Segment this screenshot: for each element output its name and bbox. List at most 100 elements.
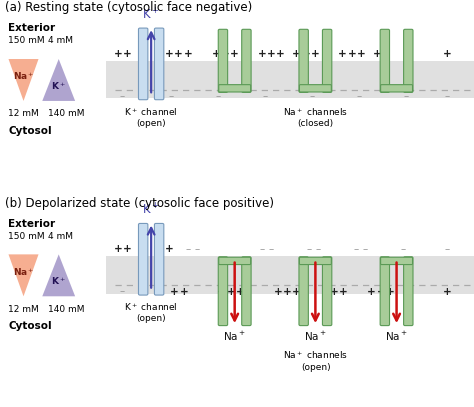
- Text: –: –: [363, 244, 368, 254]
- Text: +: +: [320, 287, 329, 297]
- FancyBboxPatch shape: [299, 257, 309, 326]
- FancyBboxPatch shape: [242, 29, 251, 92]
- Text: +: +: [442, 287, 451, 297]
- Text: Na$^+$: Na$^+$: [304, 330, 327, 343]
- FancyBboxPatch shape: [155, 223, 164, 295]
- Text: 4 mM: 4 mM: [48, 232, 73, 241]
- Text: +: +: [386, 287, 395, 297]
- Text: –: –: [119, 91, 125, 101]
- Text: 12 mM: 12 mM: [9, 305, 39, 314]
- Text: –: –: [143, 287, 148, 297]
- Text: +: +: [367, 287, 376, 297]
- Text: K$^+$: K$^+$: [51, 276, 66, 287]
- Text: K$^+$ channel: K$^+$ channel: [124, 301, 178, 313]
- Text: +: +: [357, 48, 366, 59]
- Text: –: –: [259, 244, 264, 254]
- Polygon shape: [42, 254, 75, 296]
- Text: +: +: [174, 48, 183, 59]
- Text: Na$^+$: Na$^+$: [385, 330, 408, 343]
- Text: Cytosol: Cytosol: [9, 126, 52, 136]
- Text: –: –: [185, 244, 191, 254]
- Text: +: +: [211, 48, 220, 59]
- Text: +: +: [221, 48, 230, 59]
- FancyBboxPatch shape: [218, 29, 228, 92]
- Text: Na$^+$ channels: Na$^+$ channels: [283, 350, 348, 361]
- Text: +: +: [164, 48, 173, 59]
- FancyBboxPatch shape: [138, 28, 148, 100]
- Text: +: +: [292, 48, 301, 59]
- Text: –: –: [400, 244, 405, 254]
- Text: +: +: [230, 48, 239, 59]
- Text: (open): (open): [301, 363, 330, 372]
- Text: +: +: [283, 287, 292, 297]
- Text: K$^+$ channel: K$^+$ channel: [124, 106, 178, 118]
- Text: (closed): (closed): [298, 119, 334, 128]
- Text: 140 mM: 140 mM: [48, 109, 84, 118]
- FancyBboxPatch shape: [242, 257, 251, 326]
- Text: –: –: [306, 244, 311, 254]
- Text: +: +: [338, 48, 347, 59]
- Text: +: +: [170, 287, 179, 297]
- Text: +: +: [114, 48, 123, 59]
- FancyBboxPatch shape: [322, 29, 332, 92]
- Text: +: +: [123, 48, 132, 59]
- Text: –: –: [403, 91, 409, 101]
- FancyBboxPatch shape: [381, 85, 412, 92]
- FancyBboxPatch shape: [219, 85, 251, 92]
- FancyBboxPatch shape: [155, 28, 164, 100]
- FancyBboxPatch shape: [380, 29, 390, 92]
- Text: K$^+$: K$^+$: [142, 202, 160, 218]
- Text: 140 mM: 140 mM: [48, 305, 84, 314]
- Text: (open): (open): [137, 119, 166, 128]
- Text: Cytosol: Cytosol: [9, 322, 52, 331]
- Text: +: +: [227, 287, 235, 297]
- Text: +: +: [339, 287, 348, 297]
- Polygon shape: [9, 254, 38, 296]
- Text: +: +: [267, 48, 276, 59]
- Text: –: –: [169, 91, 174, 101]
- Text: +: +: [257, 48, 266, 59]
- Text: 12 mM: 12 mM: [9, 109, 39, 118]
- Text: +: +: [217, 287, 226, 297]
- Text: –: –: [263, 91, 268, 101]
- Text: +: +: [164, 244, 173, 254]
- Text: 4 mM: 4 mM: [48, 36, 73, 45]
- Text: K$^+$: K$^+$: [51, 81, 66, 92]
- Text: +: +: [292, 287, 301, 297]
- Polygon shape: [9, 59, 38, 101]
- Bar: [106, 256, 474, 294]
- Text: +: +: [311, 48, 320, 59]
- FancyBboxPatch shape: [300, 85, 331, 92]
- Text: +: +: [180, 287, 188, 297]
- FancyBboxPatch shape: [404, 29, 413, 92]
- Text: +: +: [442, 48, 451, 59]
- Text: Exterior: Exterior: [9, 24, 55, 33]
- Text: Na$^+$: Na$^+$: [13, 266, 34, 278]
- FancyBboxPatch shape: [322, 257, 332, 326]
- Text: Na$^+$: Na$^+$: [13, 71, 34, 82]
- Text: +: +: [330, 287, 338, 297]
- Text: K$^+$: K$^+$: [142, 7, 160, 22]
- FancyBboxPatch shape: [300, 257, 331, 265]
- Text: Na$^+$: Na$^+$: [223, 330, 246, 343]
- Text: 150 mM: 150 mM: [9, 232, 45, 241]
- Text: –: –: [194, 244, 200, 254]
- Text: Na$^+$ channels: Na$^+$ channels: [283, 106, 348, 118]
- Text: –: –: [316, 244, 321, 254]
- Text: +: +: [276, 48, 285, 59]
- FancyBboxPatch shape: [404, 257, 413, 326]
- Text: +: +: [383, 48, 391, 59]
- FancyBboxPatch shape: [219, 257, 251, 265]
- Text: –: –: [356, 91, 362, 101]
- Polygon shape: [42, 59, 75, 101]
- Text: +: +: [183, 48, 192, 59]
- Text: +: +: [114, 244, 123, 254]
- Text: (a) Resting state (cytosolic face negative): (a) Resting state (cytosolic face negati…: [5, 1, 252, 14]
- Text: 150 mM: 150 mM: [9, 36, 45, 45]
- Text: –: –: [269, 244, 274, 254]
- Text: –: –: [444, 244, 449, 254]
- Text: +: +: [377, 287, 385, 297]
- Text: +: +: [301, 48, 310, 59]
- Text: –: –: [353, 244, 358, 254]
- Text: –: –: [119, 287, 125, 297]
